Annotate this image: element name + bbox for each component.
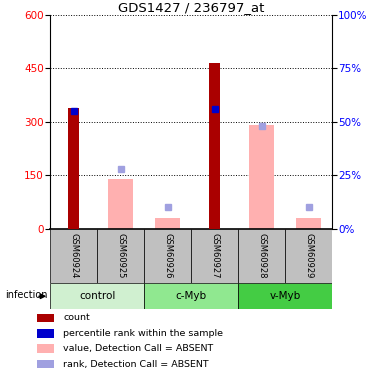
- Text: GSM60927: GSM60927: [210, 233, 219, 279]
- Bar: [285, 229, 332, 283]
- Text: percentile rank within the sample: percentile rank within the sample: [63, 329, 223, 338]
- Text: c-Myb: c-Myb: [175, 291, 207, 301]
- Text: infection: infection: [5, 290, 47, 300]
- Text: control: control: [79, 291, 115, 301]
- Bar: [296, 218, 322, 229]
- Bar: [37, 345, 54, 353]
- Bar: [155, 218, 181, 229]
- Text: GSM60925: GSM60925: [116, 233, 125, 279]
- Bar: [108, 179, 134, 229]
- Text: GSM60928: GSM60928: [257, 233, 266, 279]
- Bar: [68, 108, 79, 229]
- Bar: [191, 229, 238, 283]
- Bar: [37, 329, 54, 338]
- Text: rank, Detection Call = ABSENT: rank, Detection Call = ABSENT: [63, 360, 209, 369]
- Bar: [238, 229, 285, 283]
- Bar: [249, 125, 275, 229]
- Title: GDS1427 / 236797_at: GDS1427 / 236797_at: [118, 1, 264, 14]
- Bar: [238, 283, 332, 309]
- Bar: [97, 229, 144, 283]
- Text: GSM60926: GSM60926: [163, 233, 172, 279]
- Bar: [37, 314, 54, 322]
- Text: GSM60924: GSM60924: [69, 233, 78, 279]
- Text: value, Detection Call = ABSENT: value, Detection Call = ABSENT: [63, 344, 213, 353]
- Text: GSM60929: GSM60929: [304, 233, 313, 279]
- Bar: [37, 360, 54, 368]
- Bar: [209, 63, 220, 229]
- Text: count: count: [63, 314, 90, 322]
- Bar: [50, 283, 144, 309]
- Bar: [144, 229, 191, 283]
- Bar: [144, 283, 238, 309]
- Bar: [50, 229, 97, 283]
- Text: v-Myb: v-Myb: [269, 291, 301, 301]
